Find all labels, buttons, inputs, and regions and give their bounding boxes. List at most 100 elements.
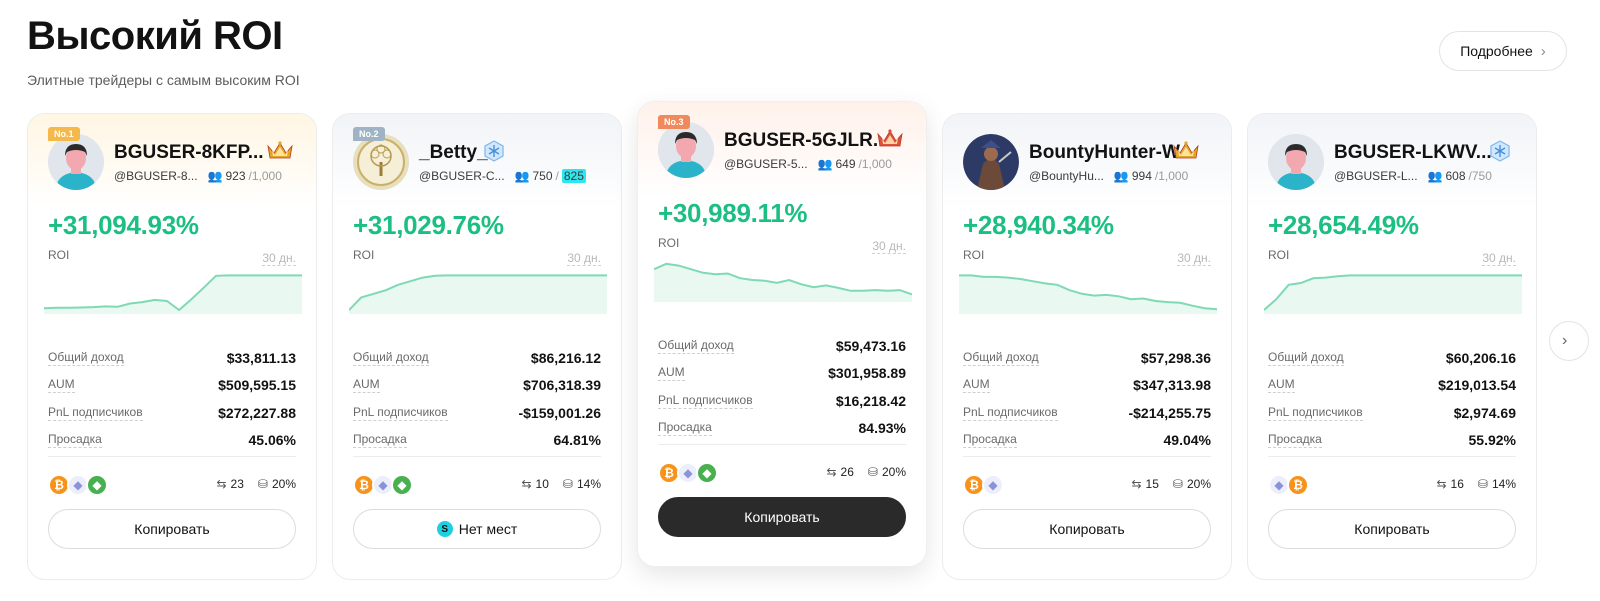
- stat-label[interactable]: Общий доход: [1268, 349, 1344, 366]
- followers-count: 👥 608/750: [1428, 169, 1492, 183]
- copy-button-label: Копировать: [1354, 521, 1430, 537]
- trader-name[interactable]: _Betty_: [419, 142, 488, 163]
- coins-stack-icon: ⛁: [562, 477, 573, 491]
- rank-badge: No.2: [353, 127, 385, 141]
- roi-chart-line: [959, 274, 1218, 311]
- stat-label[interactable]: Просадка: [963, 432, 1017, 449]
- copy-button-label: Копировать: [744, 509, 820, 525]
- stat-label[interactable]: AUM: [658, 365, 685, 382]
- trader-card[interactable]: No.1 BGUSER-8KFP... @BGUSER-8... 👥 923/1,000…: [27, 113, 317, 580]
- trader-card[interactable]: No.2 _Betty_ @BGUSER-C... 👥 750/825 +31,029.7…: [332, 113, 622, 580]
- period-label[interactable]: 30 дн.: [262, 251, 296, 266]
- trader-handle: @BGUSER-C...: [419, 169, 505, 183]
- chevron-right-icon: ›: [1540, 42, 1546, 60]
- coin-etc-icon: ◆: [696, 462, 718, 484]
- trader-card[interactable]: BountyHunter-W @BountyHu... 👥 994/1,000 +28,…: [942, 113, 1232, 580]
- copy-button[interactable]: Копировать: [48, 509, 296, 549]
- stat-label[interactable]: PnL подписчиков: [963, 404, 1058, 421]
- stat-label[interactable]: Общий доход: [48, 349, 124, 366]
- divider: [353, 456, 601, 457]
- stat-label[interactable]: Просадка: [48, 432, 102, 449]
- stat-label[interactable]: AUM: [1268, 377, 1295, 394]
- copy-button[interactable]: Копировать: [1268, 509, 1516, 549]
- trades-value: 16: [1450, 477, 1464, 491]
- trader-handle-row: @BGUSER-C... 👥 750/825: [419, 169, 586, 183]
- stat-label[interactable]: AUM: [963, 377, 990, 394]
- stat-row-aum: AUM $706,318.39: [353, 372, 601, 400]
- crown-icon: [875, 128, 905, 150]
- coin-etc-icon: ◆: [391, 474, 413, 496]
- crown-icon: [265, 140, 295, 162]
- trader-name[interactable]: BGUSER-8KFP...: [114, 142, 264, 163]
- copy-button[interactable]: Копировать: [963, 509, 1211, 549]
- profit-share-value: 20%: [881, 465, 906, 479]
- trader-handle-row: @BGUSER-8... 👥 923/1,000: [114, 169, 282, 183]
- coins-stack-icon: ⛁: [867, 465, 878, 479]
- avatar[interactable]: [48, 134, 104, 190]
- stat-value: $2,974.69: [1453, 404, 1516, 421]
- trader-name[interactable]: BountyHunter-W: [1029, 142, 1180, 163]
- trader-name[interactable]: BGUSER-5GJLR...: [724, 130, 889, 151]
- crown-icon: [1171, 140, 1201, 162]
- avatar[interactable]: [353, 134, 409, 190]
- trader-card[interactable]: No.3 BGUSER-5GJLR... @BGUSER-5... 👥 649/1,00…: [637, 101, 927, 567]
- stat-value: $301,958.89: [828, 365, 906, 382]
- trades-count: ⇆ 16: [1436, 477, 1463, 491]
- stat-row-drawdown: Просадка 45.06%: [48, 427, 296, 455]
- stat-label[interactable]: PnL подписчиков: [353, 404, 448, 421]
- stat-label[interactable]: PnL подписчиков: [658, 392, 753, 409]
- stat-label[interactable]: Просадка: [353, 432, 407, 449]
- trader-name[interactable]: BGUSER-LKWV...: [1334, 142, 1492, 163]
- stat-label[interactable]: AUM: [48, 377, 75, 394]
- followers-count: 👥 649/1,000: [818, 157, 892, 171]
- profit-share-value: 14%: [576, 477, 601, 491]
- stat-label[interactable]: Просадка: [1268, 432, 1322, 449]
- followers-cap: /1,000: [1154, 169, 1189, 183]
- trader-card[interactable]: BGUSER-LKWV... @BGUSER-L... 👥 608/750 +28,65…: [1247, 113, 1537, 580]
- trader-handle-row: @BGUSER-5... 👥 649/1,000: [724, 157, 892, 171]
- more-button[interactable]: Подробнее ›: [1439, 31, 1567, 71]
- roi-value: +31,029.76%: [353, 210, 504, 240]
- card-meta: ⇆ 26 ⛁ 20%: [826, 465, 906, 479]
- coin-list: ₿ ◆: [963, 474, 1004, 496]
- period-label[interactable]: 30 дн.: [1482, 251, 1516, 266]
- avatar[interactable]: [1268, 134, 1324, 190]
- roi-chart-line: [348, 274, 607, 311]
- stat-label[interactable]: AUM: [353, 377, 380, 394]
- stat-label[interactable]: Общий доход: [353, 349, 429, 366]
- period-label[interactable]: 30 дн.: [872, 239, 906, 254]
- roi-chart-area: [959, 275, 1217, 314]
- period-label[interactable]: 30 дн.: [567, 251, 601, 266]
- trader-handle: @BGUSER-8...: [114, 169, 198, 183]
- stat-value: 84.93%: [858, 420, 906, 437]
- avatar[interactable]: [658, 122, 714, 178]
- period-label[interactable]: 30 дн.: [1177, 251, 1211, 266]
- stat-label[interactable]: PnL подписчиков: [48, 404, 143, 421]
- avatar[interactable]: [963, 134, 1019, 190]
- no-places-button[interactable]: S Нет мест: [353, 509, 601, 549]
- stat-value: 49.04%: [1163, 432, 1211, 449]
- stats-table: Общий доход $59,473.16 AUM $301,958.89 PnL п…: [658, 332, 906, 442]
- coins-stack-icon: ⛁: [257, 477, 268, 491]
- stat-label[interactable]: PnL подписчиков: [1268, 404, 1363, 421]
- followers-cap: /1,000: [858, 157, 892, 171]
- stat-label[interactable]: Просадка: [658, 420, 712, 437]
- stat-label[interactable]: Общий доход: [658, 337, 734, 354]
- followers-value: 750: [532, 169, 553, 183]
- roi-chart-area: [654, 263, 912, 302]
- followers-value: 649: [835, 157, 856, 171]
- divider: [1268, 456, 1516, 457]
- stat-row-drawdown: Просадка 84.93%: [658, 415, 906, 443]
- stat-value: $347,313.98: [1133, 377, 1211, 394]
- coin-etc-icon: ◆: [86, 474, 108, 496]
- stat-row-pnl: PnL подписчиков -$159,001.26: [353, 399, 601, 427]
- roi-chart: [959, 266, 1218, 314]
- copy-button[interactable]: Копировать: [658, 497, 906, 537]
- stat-row-aum: AUM $347,313.98: [963, 372, 1211, 400]
- stat-label[interactable]: Общий доход: [963, 349, 1039, 366]
- users-icon: 👥: [1113, 169, 1129, 183]
- roi-chart-line: [1263, 274, 1522, 311]
- carousel-next-button[interactable]: ›: [1549, 321, 1589, 361]
- stat-row-aum: AUM $301,958.89: [658, 360, 906, 388]
- roi-value: +31,094.93%: [48, 210, 199, 240]
